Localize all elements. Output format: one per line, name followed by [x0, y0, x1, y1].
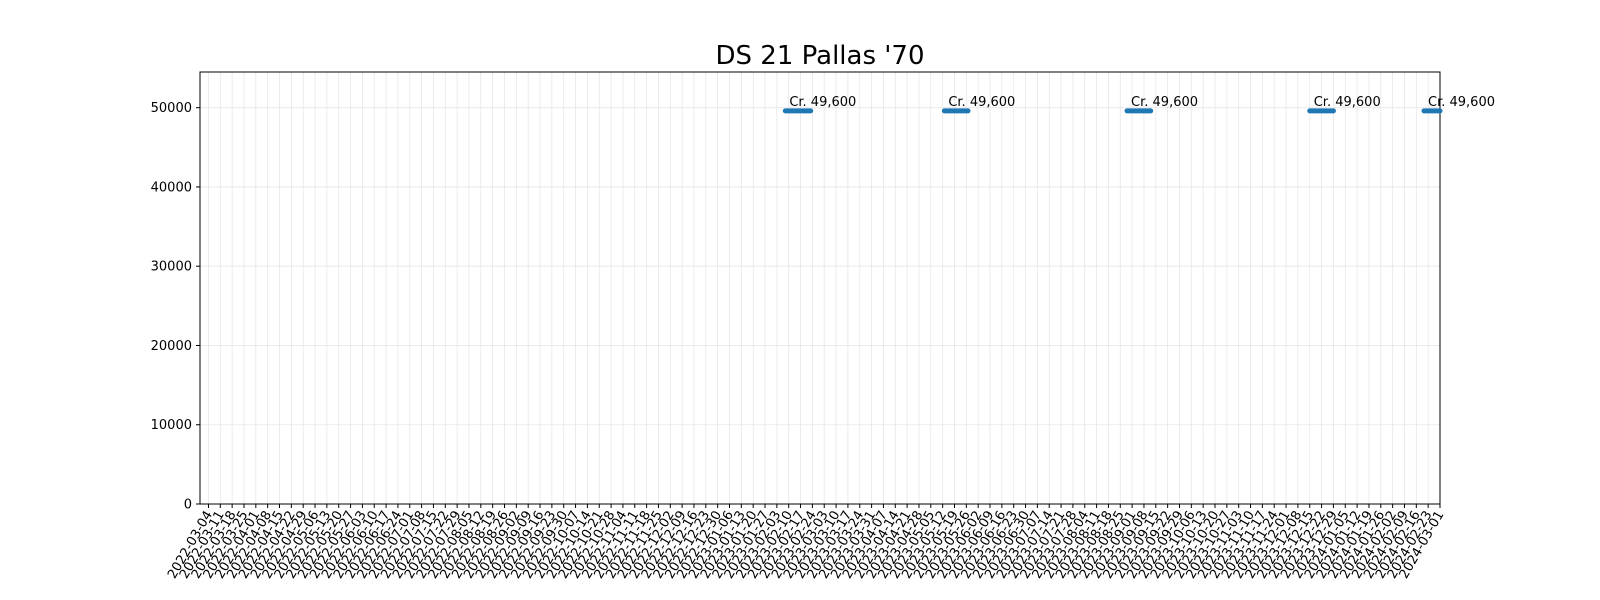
plot-frame: [199, 71, 1441, 505]
chart-title: DS 21 Pallas '70: [715, 41, 924, 71]
y-tick-label: 20000: [151, 339, 192, 354]
y-tick-label: 30000: [151, 260, 192, 275]
price-annotation: Cr. 49,600: [1314, 95, 1381, 110]
price-annotation: Cr. 49,600: [1131, 95, 1198, 110]
y-tick-label: 40000: [151, 180, 192, 195]
y-tick-label: 50000: [151, 101, 192, 116]
price-annotation: Cr. 49,600: [948, 95, 1015, 110]
grid-layer: [200, 72, 1441, 505]
series-layer: Cr. 49,600 Cr. 49,600 Cr. 49,600 Cr. 49,600…: [782, 95, 1495, 114]
price-annotation: Cr. 49,600: [789, 95, 856, 110]
y-axis: 0 10000 20000 30000 40000 50000: [151, 101, 200, 513]
x-axis: 2022-03-042022-03-112022-03-182022-03-25…: [165, 504, 1447, 581]
price-annotation: Cr. 49,600: [1428, 95, 1495, 110]
y-tick-label: 10000: [151, 418, 192, 433]
y-tick-label: 0: [184, 498, 192, 513]
